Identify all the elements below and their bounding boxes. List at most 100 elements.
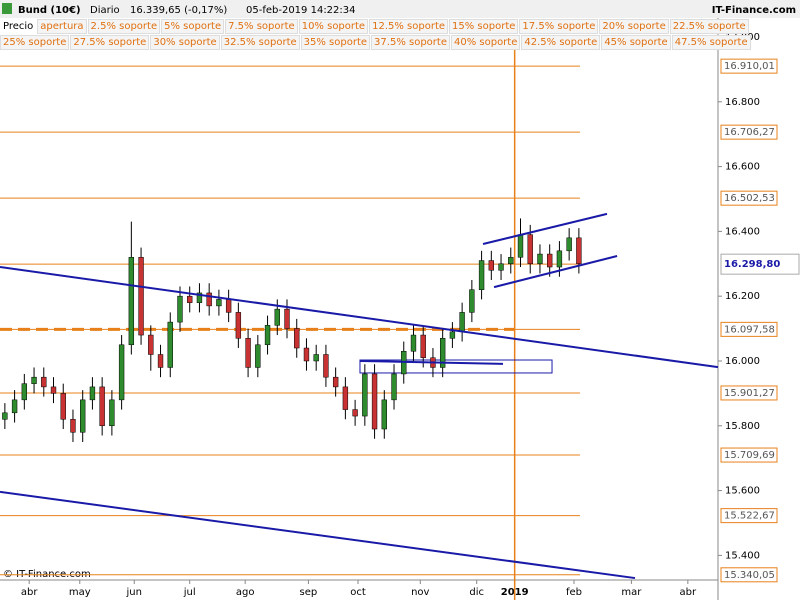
candle-body bbox=[508, 257, 514, 265]
period: Diario bbox=[90, 5, 120, 16]
level-box bbox=[720, 124, 778, 140]
candle-body bbox=[469, 289, 475, 313]
legend-item: 7.5% soporte bbox=[225, 19, 298, 34]
candle-body bbox=[488, 260, 494, 271]
candle-body bbox=[225, 299, 232, 313]
legend-item: 40% soporte bbox=[450, 35, 521, 50]
level-label: 15.901,27 bbox=[724, 388, 775, 399]
legend-item: 20% soporte bbox=[599, 19, 669, 34]
x-tick-label: oct bbox=[350, 587, 366, 598]
legend-item: apertura bbox=[37, 19, 87, 34]
candle-body bbox=[294, 328, 300, 349]
legend-item: 5% soporte bbox=[161, 19, 225, 34]
candle-body bbox=[547, 253, 553, 268]
trend-line bbox=[359, 359, 504, 365]
trend-line bbox=[0, 490, 636, 580]
candle-body bbox=[566, 237, 572, 252]
candle-body bbox=[410, 334, 417, 352]
candle-body bbox=[177, 295, 183, 323]
candle-body bbox=[50, 386, 57, 394]
level-label: 16.097,58 bbox=[724, 324, 775, 335]
candle-body bbox=[303, 347, 310, 362]
source: IT-Finance.com bbox=[712, 5, 796, 16]
level-label: 16.706,27 bbox=[724, 127, 775, 138]
level-label: 15.709,69 bbox=[724, 450, 775, 461]
candle-body bbox=[313, 354, 319, 362]
candle-body bbox=[80, 399, 86, 433]
candle-body bbox=[89, 386, 96, 401]
x-tick-label: mar bbox=[621, 587, 642, 598]
candle-body bbox=[235, 312, 242, 339]
legend-item: 17.5% soporte bbox=[519, 19, 599, 34]
candle-body bbox=[498, 263, 504, 271]
candle-body bbox=[206, 292, 212, 307]
level-box bbox=[720, 321, 778, 337]
candle-body bbox=[537, 253, 543, 265]
candle-body bbox=[556, 250, 563, 268]
level-label: 16.502,53 bbox=[724, 193, 775, 204]
candle-body bbox=[99, 386, 105, 427]
legend-item: 27.5% soporte bbox=[70, 35, 150, 50]
candle-body bbox=[478, 260, 485, 290]
candle-body bbox=[449, 331, 456, 339]
y-tick-label: 15.600 bbox=[725, 486, 760, 497]
legend-item: 2.5% soporte bbox=[87, 19, 161, 34]
x-tick-label: dic bbox=[469, 587, 484, 598]
legend-item: 47.5% soporte bbox=[671, 35, 751, 50]
legend-item: 22.5% soporte bbox=[669, 19, 749, 34]
title: Bund (10€) bbox=[18, 5, 81, 16]
candle-body bbox=[128, 257, 135, 346]
legend-row: 25% soporte 27.5% soporte 30% soporte 32.5%… bbox=[0, 35, 752, 50]
y-tick-label: 16.400 bbox=[725, 226, 760, 237]
candle-body bbox=[148, 334, 154, 355]
level-box bbox=[720, 567, 778, 583]
x-tick-label: abr bbox=[21, 587, 38, 598]
candle-body bbox=[167, 321, 173, 368]
level-label: 15.522,67 bbox=[724, 511, 775, 522]
candle-body bbox=[138, 257, 144, 336]
candle-body bbox=[517, 234, 524, 258]
candle-body bbox=[332, 376, 339, 388]
candle-body bbox=[459, 312, 465, 333]
zone-box bbox=[359, 359, 553, 374]
y-tick-label: 16.200 bbox=[725, 291, 760, 302]
candle-body bbox=[420, 334, 426, 358]
candle-body bbox=[2, 412, 8, 420]
legend-item: 35% soporte bbox=[300, 35, 371, 50]
level-box bbox=[720, 190, 778, 206]
legend-item: 10% soporte bbox=[298, 19, 369, 34]
candle-body bbox=[255, 344, 261, 368]
trend-line bbox=[482, 212, 608, 245]
candle-body bbox=[274, 308, 280, 326]
candle-body bbox=[216, 299, 222, 307]
candle-body bbox=[342, 386, 349, 410]
candle-body bbox=[391, 373, 397, 401]
candle-body bbox=[381, 399, 387, 430]
candle-body bbox=[187, 295, 193, 303]
candle-body bbox=[31, 376, 37, 384]
trend-line bbox=[493, 255, 618, 289]
candle-body bbox=[264, 325, 271, 346]
candle-body bbox=[245, 338, 251, 368]
level-label: 15.340,05 bbox=[724, 570, 775, 581]
candle-body bbox=[109, 399, 115, 427]
candle-body bbox=[11, 399, 18, 414]
level-box bbox=[720, 58, 778, 74]
symbol-icon bbox=[2, 3, 12, 14]
candle-body bbox=[362, 373, 368, 417]
x-tick-label: feb bbox=[566, 587, 582, 598]
legend-item: 15% soporte bbox=[449, 19, 519, 34]
candle-body bbox=[196, 292, 203, 303]
y-tick-label: 16.800 bbox=[725, 97, 760, 108]
y-tick-label: 16.600 bbox=[725, 162, 760, 173]
trend-line bbox=[0, 266, 719, 369]
last-price: 16.339,65 (-0,17%) bbox=[130, 5, 227, 16]
candle-body bbox=[439, 338, 446, 368]
candle-body bbox=[352, 409, 358, 417]
level-box bbox=[720, 253, 800, 275]
candle-body bbox=[371, 373, 378, 430]
legend-item: 25% soporte bbox=[0, 35, 70, 50]
header-bar bbox=[0, 0, 800, 18]
